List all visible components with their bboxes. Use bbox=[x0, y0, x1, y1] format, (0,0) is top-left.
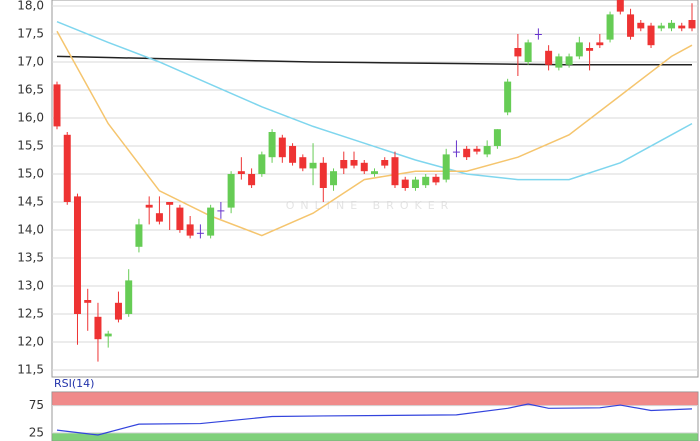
candle-body bbox=[155, 213, 163, 222]
candle-body bbox=[114, 302, 122, 320]
candle-body bbox=[432, 176, 440, 183]
candle-body bbox=[350, 160, 358, 166]
candle-body bbox=[53, 84, 61, 127]
candle-body bbox=[668, 22, 676, 29]
candle-body bbox=[104, 333, 112, 337]
candle-body bbox=[309, 162, 317, 169]
candle-body bbox=[94, 316, 102, 340]
candle-body bbox=[176, 207, 184, 230]
candle-body bbox=[196, 232, 204, 234]
rsi-line bbox=[56, 403, 693, 436]
y-tick-label: 14,0 bbox=[17, 223, 44, 237]
candle-body bbox=[524, 42, 532, 62]
candle-body bbox=[401, 179, 409, 188]
moving-average bbox=[56, 55, 692, 66]
candle-body bbox=[207, 207, 215, 236]
candle-body bbox=[575, 42, 583, 57]
y-tick-label: 16,0 bbox=[17, 111, 44, 125]
candle-body bbox=[145, 204, 153, 208]
candle-body bbox=[268, 132, 276, 158]
y-tick-label: 12,0 bbox=[17, 335, 44, 349]
candle-body bbox=[565, 56, 573, 65]
candle-body bbox=[504, 81, 512, 113]
rsi-band bbox=[51, 432, 699, 441]
candle-body bbox=[340, 160, 348, 169]
y-tick-label: 16,5 bbox=[17, 83, 44, 97]
candle-body bbox=[237, 171, 245, 174]
candle-body bbox=[586, 48, 594, 51]
candle-body bbox=[330, 171, 338, 186]
candle-body bbox=[637, 22, 645, 29]
y-tick-label: 14,5 bbox=[17, 195, 44, 209]
candle-body bbox=[381, 160, 389, 166]
y-tick-label: 17,0 bbox=[17, 55, 44, 69]
y-tick-label: 75 bbox=[29, 398, 44, 412]
candle-body bbox=[463, 148, 471, 158]
y-tick-label: 17,5 bbox=[17, 27, 44, 41]
candle-body bbox=[688, 20, 696, 29]
candle-body bbox=[596, 42, 604, 46]
candle-body bbox=[514, 48, 522, 57]
candle-body bbox=[73, 196, 81, 314]
y-tick-label: 25 bbox=[29, 425, 44, 439]
candle-body bbox=[299, 157, 307, 169]
candle-body bbox=[84, 300, 92, 303]
rsi-title: RSI(14) bbox=[54, 377, 94, 390]
candle-body bbox=[411, 179, 419, 188]
candle-body bbox=[647, 25, 655, 46]
y-tick-label: 13,5 bbox=[17, 251, 44, 265]
candle-body bbox=[422, 176, 430, 186]
candle-body bbox=[493, 129, 501, 146]
candle-body bbox=[627, 14, 635, 37]
candle-body bbox=[125, 280, 133, 314]
candle-body bbox=[555, 56, 563, 68]
candle-body bbox=[248, 174, 256, 186]
candle-body bbox=[483, 146, 491, 155]
candle-body bbox=[227, 174, 235, 208]
candle-body bbox=[289, 146, 297, 163]
candle-body bbox=[657, 25, 665, 29]
y-tick-label: 11,5 bbox=[17, 363, 44, 377]
candle-body bbox=[63, 134, 71, 202]
watermark: ONLINE BROKER bbox=[286, 199, 455, 212]
candle-body bbox=[371, 171, 378, 174]
moving-average bbox=[56, 20, 693, 181]
candle-body bbox=[360, 162, 368, 172]
candle-body bbox=[678, 25, 686, 29]
candle-body bbox=[606, 14, 614, 40]
y-tick-label: 15,0 bbox=[17, 167, 44, 181]
candle-body bbox=[473, 148, 481, 152]
rsi-band bbox=[51, 391, 699, 406]
candle-body bbox=[319, 162, 327, 188]
candle-body bbox=[616, 0, 624, 12]
candle-body bbox=[442, 154, 450, 180]
y-tick-label: 18,0 bbox=[17, 0, 44, 13]
y-tick-label: 12,5 bbox=[17, 307, 44, 321]
price-panel bbox=[51, 0, 699, 378]
candle-body bbox=[217, 210, 225, 212]
candle-body bbox=[166, 202, 174, 205]
candle-body bbox=[452, 151, 460, 153]
candle-body bbox=[186, 224, 194, 236]
candle-body bbox=[278, 137, 286, 158]
candle-body bbox=[391, 157, 399, 186]
candle-body bbox=[534, 34, 542, 35]
candle-body bbox=[258, 154, 266, 174]
y-tick-label: 13,0 bbox=[17, 279, 44, 293]
moving-average bbox=[56, 30, 693, 237]
candle-body bbox=[135, 224, 143, 247]
y-tick-label: 15,5 bbox=[17, 139, 44, 153]
candle-body bbox=[545, 50, 553, 65]
